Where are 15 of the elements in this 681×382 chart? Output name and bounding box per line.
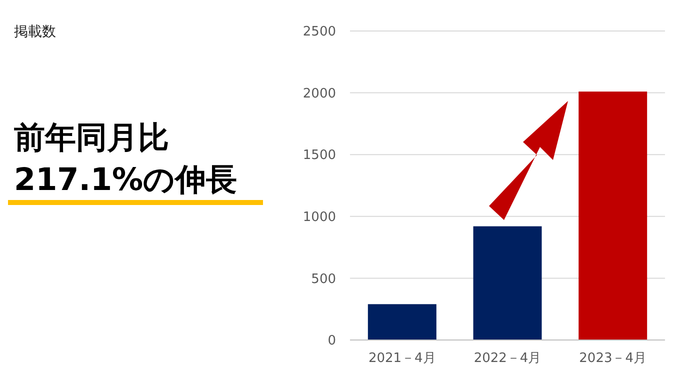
y-tick-label: 0 <box>328 334 336 349</box>
y-tick-label: 2000 <box>302 86 336 102</box>
bar <box>473 226 542 340</box>
bar <box>578 92 648 340</box>
y-tick-label: 1000 <box>302 210 336 225</box>
x-tick-label: 2021－4月 <box>368 351 436 366</box>
y-tick-label: 2500 <box>302 24 336 40</box>
y-tick-label: 500 <box>311 272 336 287</box>
bar <box>368 304 436 340</box>
y-tick-label: 1500 <box>302 148 336 164</box>
text: 掲載数 <box>14 24 56 40</box>
text: 前年同月比 <box>14 120 169 156</box>
x-tick-label: 2022－4月 <box>474 351 542 366</box>
text: 217.1%の伸長 <box>14 162 238 198</box>
x-tick-label: 2023－4月 <box>579 351 647 366</box>
